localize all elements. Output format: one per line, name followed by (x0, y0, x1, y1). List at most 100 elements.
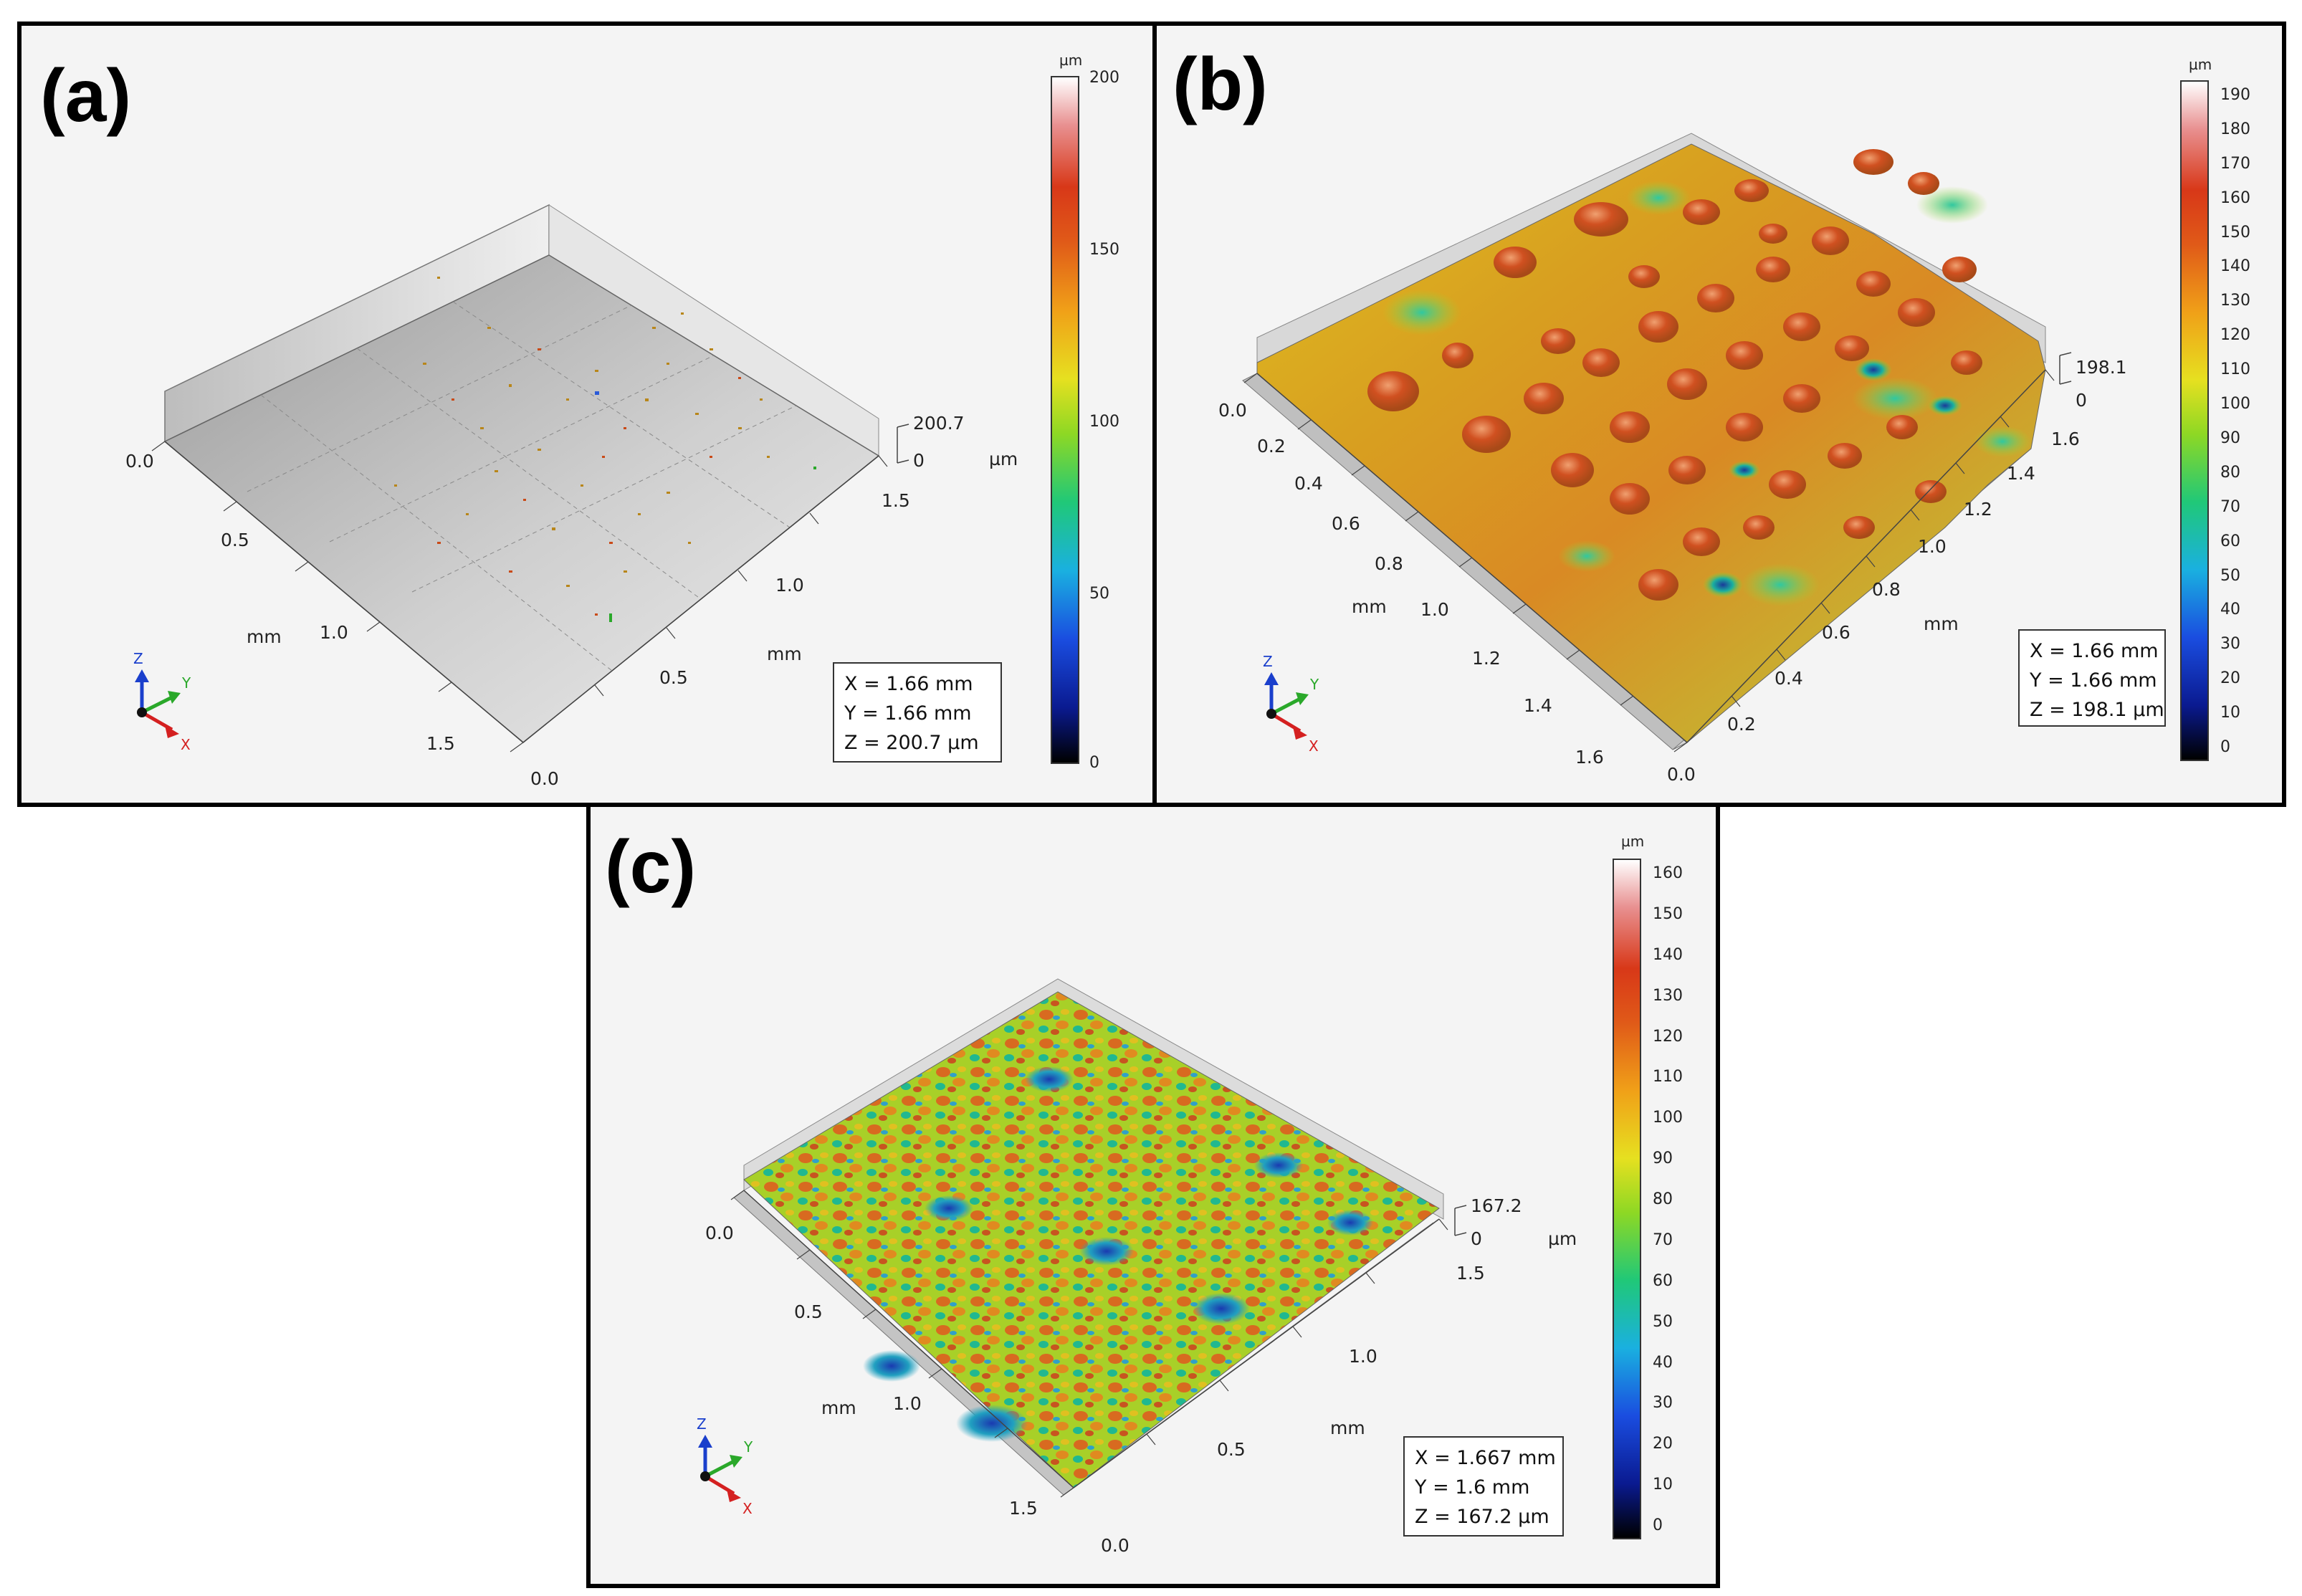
dim-y: Y = 1.66 mm (2030, 669, 2157, 692)
colorbar-tick: 90 (2220, 429, 2240, 447)
colorbar-tick: 140 (2220, 257, 2250, 276)
right-tick: 1.4 (2007, 463, 2035, 484)
right-tick: 1.6 (2051, 429, 2080, 449)
right-tick: 0.6 (1822, 622, 1850, 643)
dimensions-box: X = 1.66 mm Y = 1.66 mm Z = 200.7 µm (833, 662, 1002, 763)
triad-x: X (1309, 737, 1319, 755)
colorbar-tick: 180 (2220, 120, 2250, 138)
colorbar-tick: 120 (1653, 1027, 1683, 1046)
surface-specks (394, 277, 816, 622)
triad-y: Y (743, 1438, 753, 1456)
right-tick: 0.0 (530, 768, 559, 789)
colorbar-tick: 110 (1653, 1068, 1683, 1086)
left-axis-unit: mm (247, 626, 282, 647)
left-tick: 1.0 (320, 622, 348, 643)
left-tick: 1.5 (1009, 1498, 1038, 1519)
colorbar-tick: 160 (1653, 864, 1683, 882)
right-tick: 0.2 (1727, 714, 1756, 735)
dimensions-box: X = 1.66 mm Y = 1.66 mm Z = 198.1 µm (2018, 629, 2166, 727)
z-min: 0 (2076, 390, 2087, 411)
pits (1382, 181, 2031, 606)
colorbar-tick: 200 (1089, 69, 1119, 87)
right-axis-unit: mm (1924, 613, 1959, 634)
right-tick: 1.5 (1456, 1263, 1485, 1284)
dim-x: X = 1.66 mm (2030, 640, 2159, 662)
dim-x: X = 1.66 mm (844, 673, 973, 695)
colorbar-tick: 130 (1653, 986, 1683, 1005)
dim-y: Y = 1.66 mm (844, 702, 972, 725)
z-min: 0 (913, 450, 925, 471)
colorbar-tick: 20 (1653, 1435, 1673, 1453)
colorbar-tick: 40 (1653, 1353, 1673, 1372)
panel-b: (b) (1152, 21, 2286, 807)
dim-z: Z = 198.1 µm (2030, 699, 2164, 721)
right-tick: 1.0 (1349, 1346, 1377, 1367)
colorbar-tick: 0 (1653, 1516, 1663, 1534)
left-tick: 0.0 (1218, 400, 1247, 421)
surface-plot-a: Z Y X (133, 204, 909, 753)
left-tick: 1.0 (1420, 599, 1449, 620)
triad-y: Y (181, 674, 191, 692)
colorbar (2180, 80, 2209, 761)
right-tick: 0.4 (1775, 668, 1803, 689)
colorbar-tick: 60 (2220, 532, 2240, 550)
triad-y: Y (1309, 676, 1319, 693)
colorbar-tick: 10 (1653, 1476, 1673, 1494)
colorbar-tick: 0 (2220, 738, 2230, 756)
left-tick: 0.8 (1375, 553, 1403, 574)
colorbar-unit: µm (1621, 833, 1645, 850)
colorbar-tick: 20 (2220, 669, 2240, 688)
left-tick: 1.5 (426, 733, 455, 754)
dim-x: X = 1.667 mm (1415, 1447, 1556, 1469)
triad-x: X (742, 1500, 753, 1517)
surface-plot-b: Z Y X (1242, 133, 2072, 755)
colorbar-tick: 100 (1089, 413, 1119, 431)
colorbar-tick: 150 (1653, 904, 1683, 923)
left-axis-unit: mm (821, 1397, 856, 1418)
surface-plot-c: Z Y X (697, 978, 1467, 1517)
bumps (1367, 149, 1982, 601)
colorbar-tick: 50 (2220, 566, 2240, 585)
z-max: 198.1 (2076, 357, 2127, 378)
panel-label: (b) (1173, 43, 1268, 126)
triad-z: Z (1263, 653, 1273, 670)
colorbar-tick: 120 (2220, 326, 2250, 345)
colorbar-tick: 30 (1653, 1394, 1673, 1413)
colorbar-tick: 110 (2220, 360, 2250, 379)
colorbar (1051, 76, 1079, 764)
left-tick: 0.6 (1332, 513, 1360, 534)
triad-x: X (181, 736, 191, 753)
right-axis-unit: mm (1330, 1418, 1365, 1438)
left-tick: 1.2 (1472, 648, 1501, 669)
triad-z: Z (697, 1415, 707, 1433)
z-unit: µm (1548, 1228, 1577, 1249)
left-tick: 1.4 (1524, 695, 1552, 716)
colorbar-tick: 160 (2220, 188, 2250, 207)
left-tick: 0.4 (1294, 473, 1323, 494)
right-tick: 1.0 (1918, 536, 1947, 557)
colorbar-tick: 100 (2220, 395, 2250, 414)
colorbar-tick: 80 (2220, 463, 2240, 482)
left-tick: 0.5 (794, 1301, 823, 1322)
left-tick: 1.6 (1575, 747, 1604, 768)
z-unit: µm (989, 449, 1018, 469)
colorbar-unit: µm (2189, 56, 2212, 73)
surface (1256, 143, 2046, 743)
colorbar-tick: 10 (2220, 704, 2240, 722)
z-max: 167.2 (1471, 1195, 1522, 1216)
dim-y: Y = 1.6 mm (1415, 1476, 1530, 1499)
triad-z: Z (133, 650, 143, 667)
colorbar-tick: 50 (1089, 585, 1109, 603)
left-tick: 1.0 (893, 1393, 922, 1414)
left-tick: 0.0 (125, 451, 154, 472)
right-tick: 0.5 (659, 667, 688, 688)
right-tick: 0.0 (1667, 764, 1696, 785)
colorbar-tick: 0 (1089, 754, 1099, 772)
colorbar-tick: 80 (1653, 1190, 1673, 1208)
right-tick: 0.0 (1101, 1535, 1129, 1556)
floor (163, 254, 880, 743)
colorbar (1613, 859, 1641, 1539)
right-tick: 0.8 (1872, 579, 1901, 600)
panel-c: (c) (586, 803, 1720, 1588)
colorbar-tick: 140 (1653, 945, 1683, 964)
